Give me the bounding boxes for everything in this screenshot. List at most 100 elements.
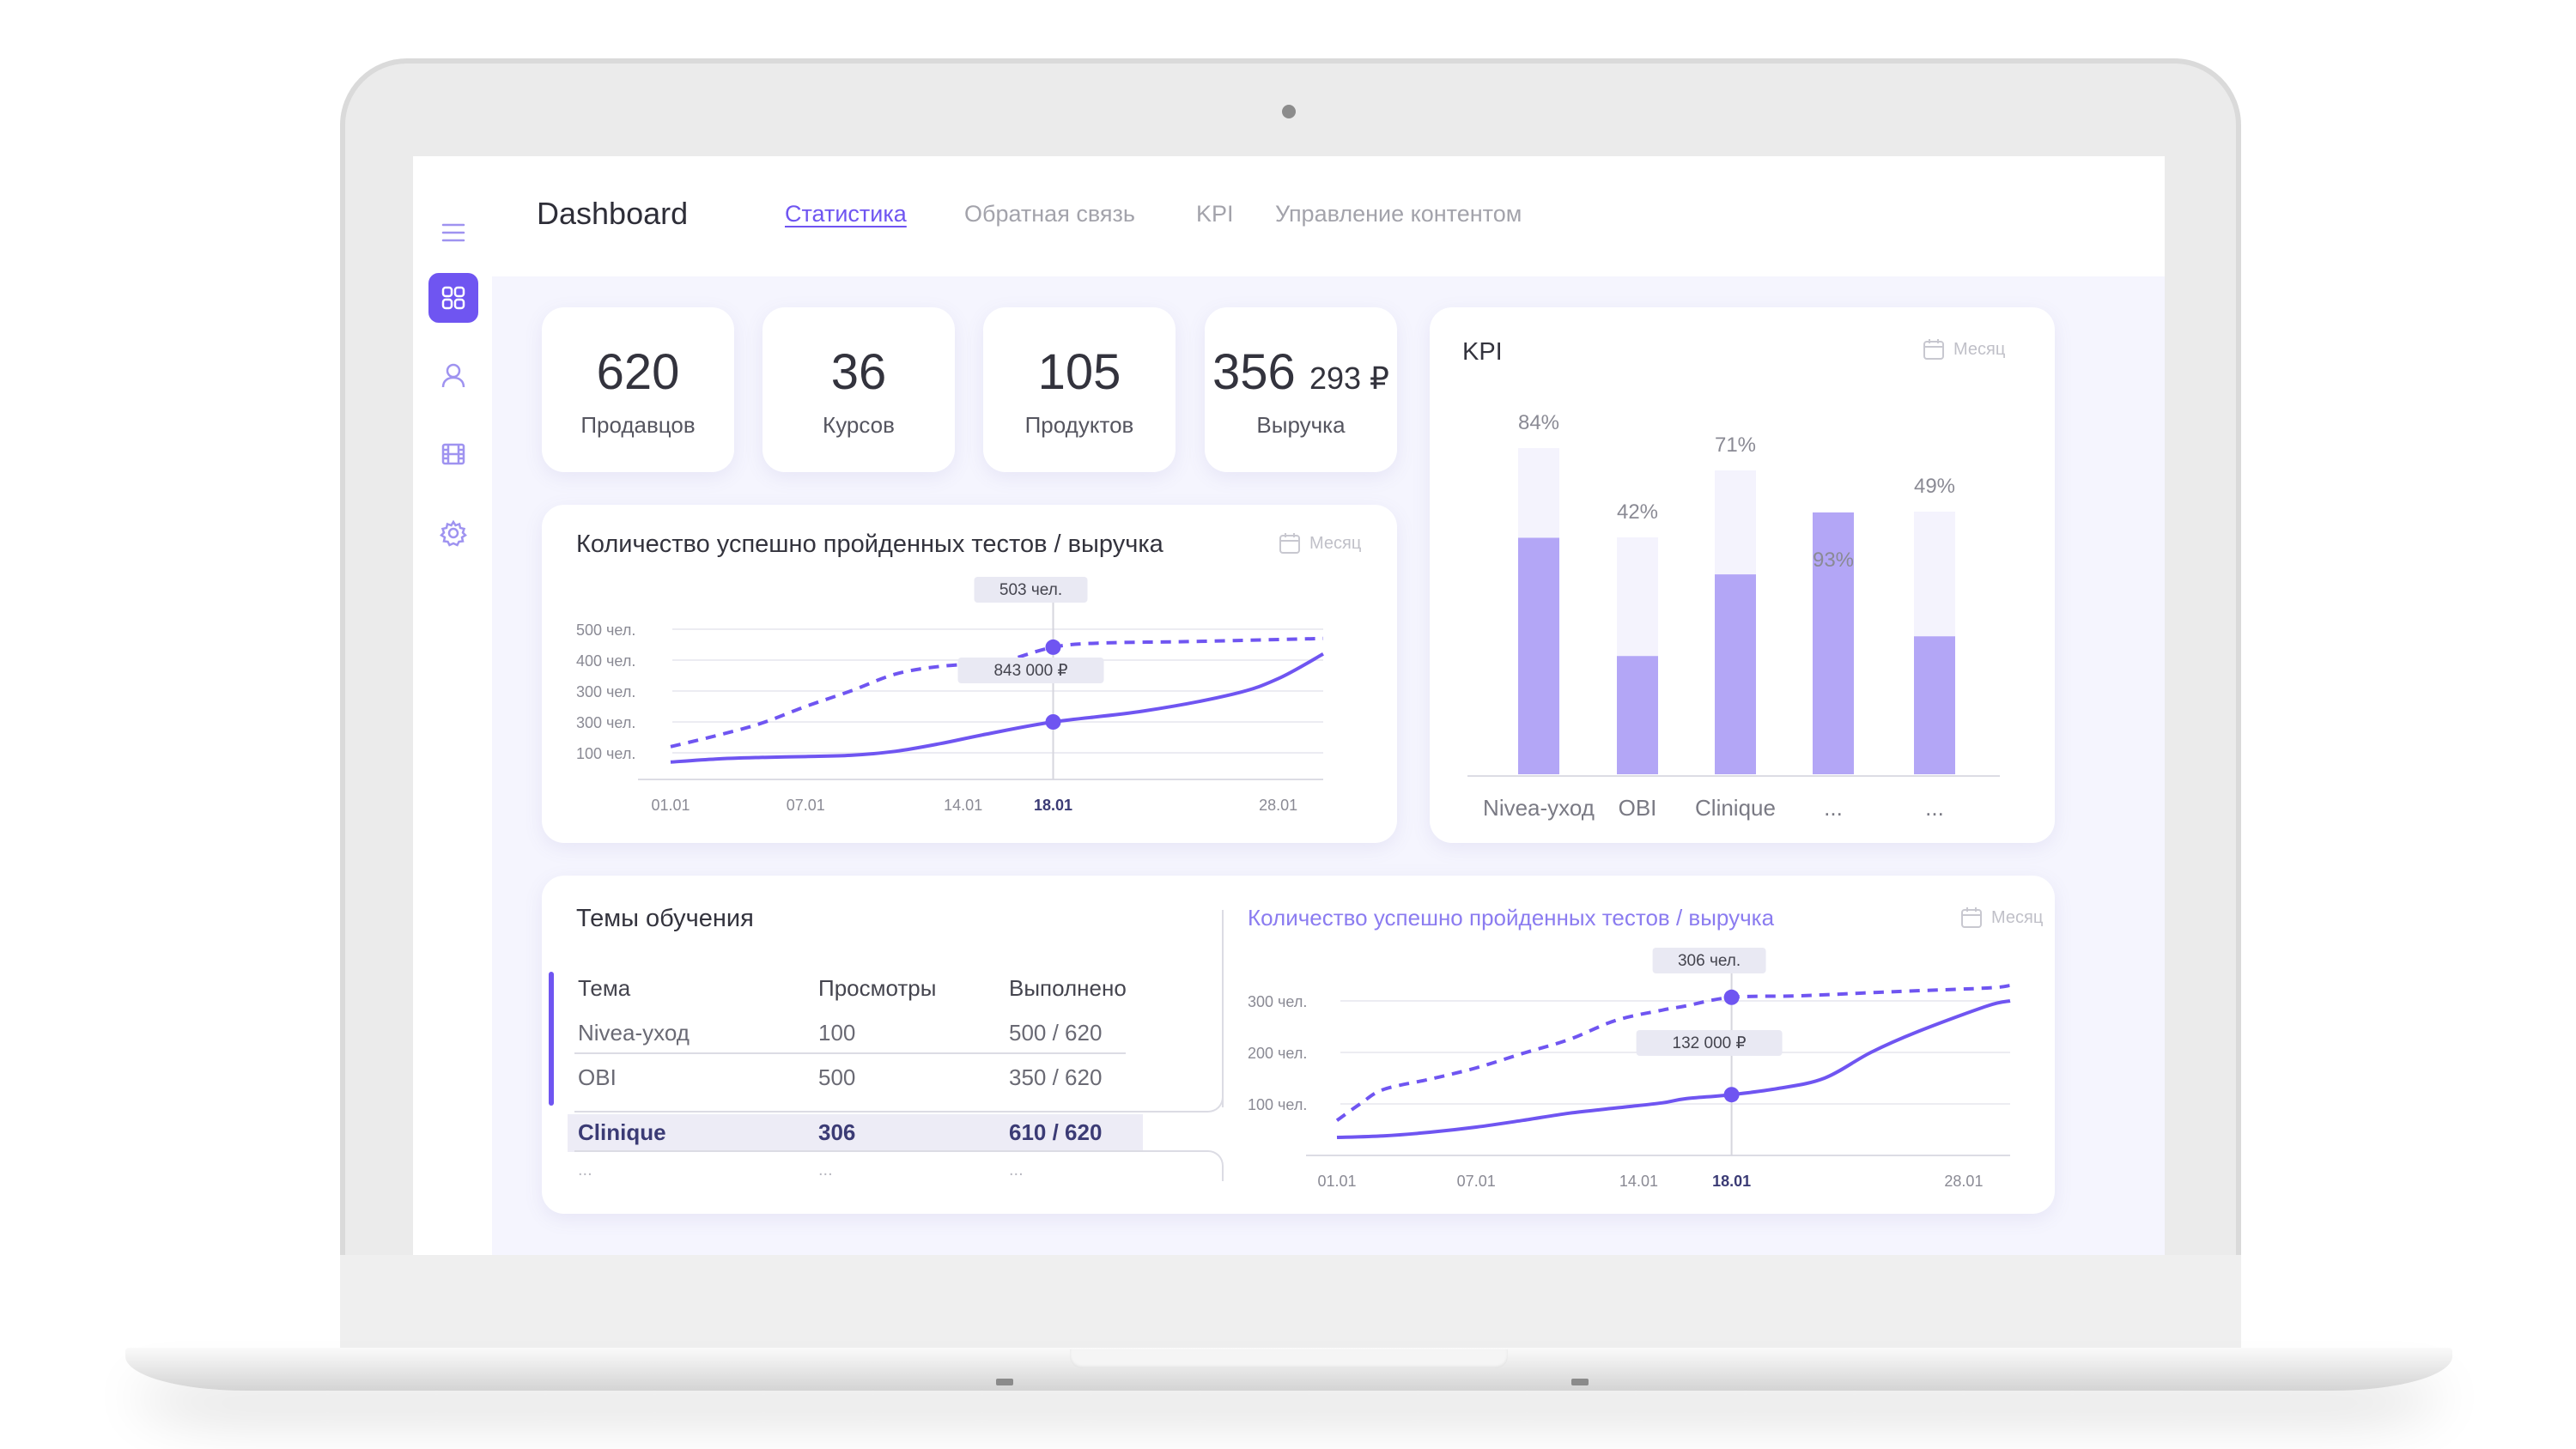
line-chart-card: Количество успешно пройденных тестов / в… bbox=[542, 505, 1397, 843]
x-tick-label: 07.01 bbox=[787, 797, 825, 814]
x-tick-label: 28.01 bbox=[1944, 1173, 1983, 1190]
x-tick-label: Clinique bbox=[1695, 795, 1776, 821]
calendar-icon bbox=[1961, 907, 1982, 928]
stat-value-small: 293 ₽ bbox=[1309, 361, 1389, 396]
laptop-foot bbox=[996, 1379, 1013, 1385]
y-tick-label: 300 чел. bbox=[1248, 993, 1307, 1010]
table-header: Просмотры bbox=[818, 975, 937, 1001]
x-tick-label: Nivea-уход bbox=[1483, 795, 1595, 821]
sidebar bbox=[413, 156, 492, 1255]
y-tick-label: 400 чел. bbox=[576, 652, 635, 670]
calendar-icon bbox=[1923, 339, 1944, 360]
x-tick-label: 01.01 bbox=[651, 797, 690, 814]
x-tick-label: OBI bbox=[1619, 795, 1657, 821]
line-chart-2: 300 чел. 200 чел. 100 чел. 01.01 07.01 14.01 1… bbox=[1248, 948, 2011, 1190]
film-icon[interactable] bbox=[428, 429, 478, 479]
laptop-notch bbox=[1070, 1349, 1508, 1368]
table-cell: Clinique bbox=[578, 1119, 666, 1145]
camera-icon bbox=[1282, 105, 1296, 118]
table-row-selected[interactable] bbox=[568, 1114, 1143, 1152]
callout-box bbox=[974, 577, 1088, 603]
user-icon[interactable] bbox=[428, 350, 478, 400]
x-tick-label: ... bbox=[1925, 795, 1944, 821]
stat-value-main: 356 bbox=[1212, 344, 1296, 400]
y-tick-label: 100 чел. bbox=[1248, 1096, 1307, 1113]
data-label: 71% bbox=[1715, 433, 1756, 457]
bar bbox=[1914, 636, 1955, 774]
bar bbox=[1518, 537, 1559, 774]
stat-label: Продуктов bbox=[1024, 412, 1134, 438]
table-cell: ... bbox=[578, 1161, 592, 1179]
tests-series-line bbox=[1335, 984, 2011, 1122]
stat-card-courses: 36 Курсов bbox=[762, 307, 955, 472]
x-tick-label: 14.01 bbox=[1619, 1173, 1658, 1190]
topics-card: Темы обучения Тема Просмотры Выполнено N… bbox=[542, 876, 2055, 1214]
highlight-point bbox=[1723, 1087, 1740, 1103]
table-header: Тема bbox=[578, 975, 631, 1001]
revenue-series-line bbox=[670, 652, 1324, 764]
x-tick-label: 01.01 bbox=[1317, 1173, 1356, 1190]
data-label: 49% bbox=[1914, 475, 1955, 498]
kpi-chart-card: KPI Месяц 84% Nivea-уход 42% OBI 71% Clinique… bbox=[1430, 307, 2055, 843]
menu-icon[interactable] bbox=[428, 208, 478, 258]
stat-value: 105 bbox=[1037, 344, 1121, 400]
table-cell: 350 / 620 bbox=[1009, 1064, 1103, 1090]
period-selector[interactable]: Месяц bbox=[1960, 906, 2043, 929]
stat-label: Продавцов bbox=[580, 412, 696, 438]
stat-card-sellers: 620 Продавцов bbox=[542, 307, 734, 472]
tab-feedback[interactable]: Обратная связь bbox=[964, 201, 1135, 227]
tab-content-management[interactable]: Управление контентом bbox=[1275, 201, 1522, 227]
highlight-point bbox=[1723, 989, 1740, 1005]
data-label: 93% bbox=[1813, 549, 1854, 572]
stat-card-products: 105 Продуктов bbox=[983, 307, 1176, 472]
stat-value: 36 bbox=[830, 344, 887, 400]
tab-statistics[interactable]: Статистика bbox=[785, 201, 907, 227]
y-tick-label: 200 чел. bbox=[1248, 1045, 1307, 1062]
table-cell: ... bbox=[818, 1161, 833, 1179]
app-screen: Dashboard Статистика Обратная связь KPI … bbox=[413, 156, 2165, 1255]
laptop-chin bbox=[340, 1255, 2241, 1348]
callout-label: 306 чел. bbox=[1678, 952, 1741, 970]
period-selector[interactable]: Месяц bbox=[1923, 338, 2005, 361]
x-tick-label: 07.01 bbox=[1457, 1173, 1496, 1190]
data-label: 42% bbox=[1617, 500, 1658, 524]
stat-value: 620 bbox=[596, 344, 680, 400]
callout-label: 503 чел. bbox=[999, 581, 1062, 599]
table-cell: 306 bbox=[818, 1119, 856, 1145]
bar bbox=[1715, 574, 1756, 774]
bar bbox=[1813, 512, 1854, 774]
panel-divider bbox=[1222, 910, 1224, 1107]
table-cell: OBI bbox=[578, 1064, 617, 1090]
table-cell: ... bbox=[1009, 1161, 1024, 1179]
highlight-point bbox=[1045, 639, 1061, 655]
revenue-series-line bbox=[1336, 999, 2011, 1139]
row-divider bbox=[574, 1150, 1224, 1181]
x-tick-label: 14.01 bbox=[944, 797, 982, 814]
period-selector[interactable]: Месяц bbox=[1279, 532, 1361, 555]
table-header: Выполнено bbox=[1009, 975, 1127, 1001]
line-chart-1: 500 чел. 400 чел. 300 чел. 300 чел. 100 чел.… bbox=[576, 577, 1324, 814]
tab-kpi[interactable]: KPI bbox=[1196, 201, 1234, 227]
kpi-bar-chart: 84% Nivea-уход 42% OBI 71% Clinique 93%... 49%.… bbox=[1467, 411, 2000, 821]
period-label: Месяц bbox=[1309, 533, 1362, 553]
table-cell: 500 / 620 bbox=[1009, 1020, 1103, 1046]
laptop-foot bbox=[1571, 1379, 1589, 1385]
data-label: 84% bbox=[1518, 411, 1559, 434]
stat-label: Курсов bbox=[823, 412, 895, 438]
x-tick-label: ... bbox=[1824, 795, 1843, 821]
x-tick-label: 28.01 bbox=[1259, 797, 1297, 814]
table-cell: 100 bbox=[818, 1020, 856, 1046]
period-label: Месяц bbox=[1953, 339, 2006, 359]
callout-box bbox=[957, 658, 1104, 683]
chart-title: Количество успешно пройденных тестов / в… bbox=[1248, 905, 1775, 931]
y-tick-label: 300 чел. bbox=[576, 683, 635, 700]
scroll-indicator[interactable] bbox=[549, 972, 554, 1106]
callout-label: 132 000 ₽ bbox=[1673, 1034, 1747, 1052]
y-tick-label: 300 чел. bbox=[576, 714, 635, 731]
settings-icon[interactable] bbox=[428, 508, 478, 558]
period-label: Месяц bbox=[1991, 907, 2044, 927]
calendar-icon bbox=[1279, 533, 1300, 554]
table-cell: 500 bbox=[818, 1064, 856, 1090]
top-header bbox=[413, 156, 2165, 276]
dashboard-icon[interactable] bbox=[428, 273, 478, 323]
